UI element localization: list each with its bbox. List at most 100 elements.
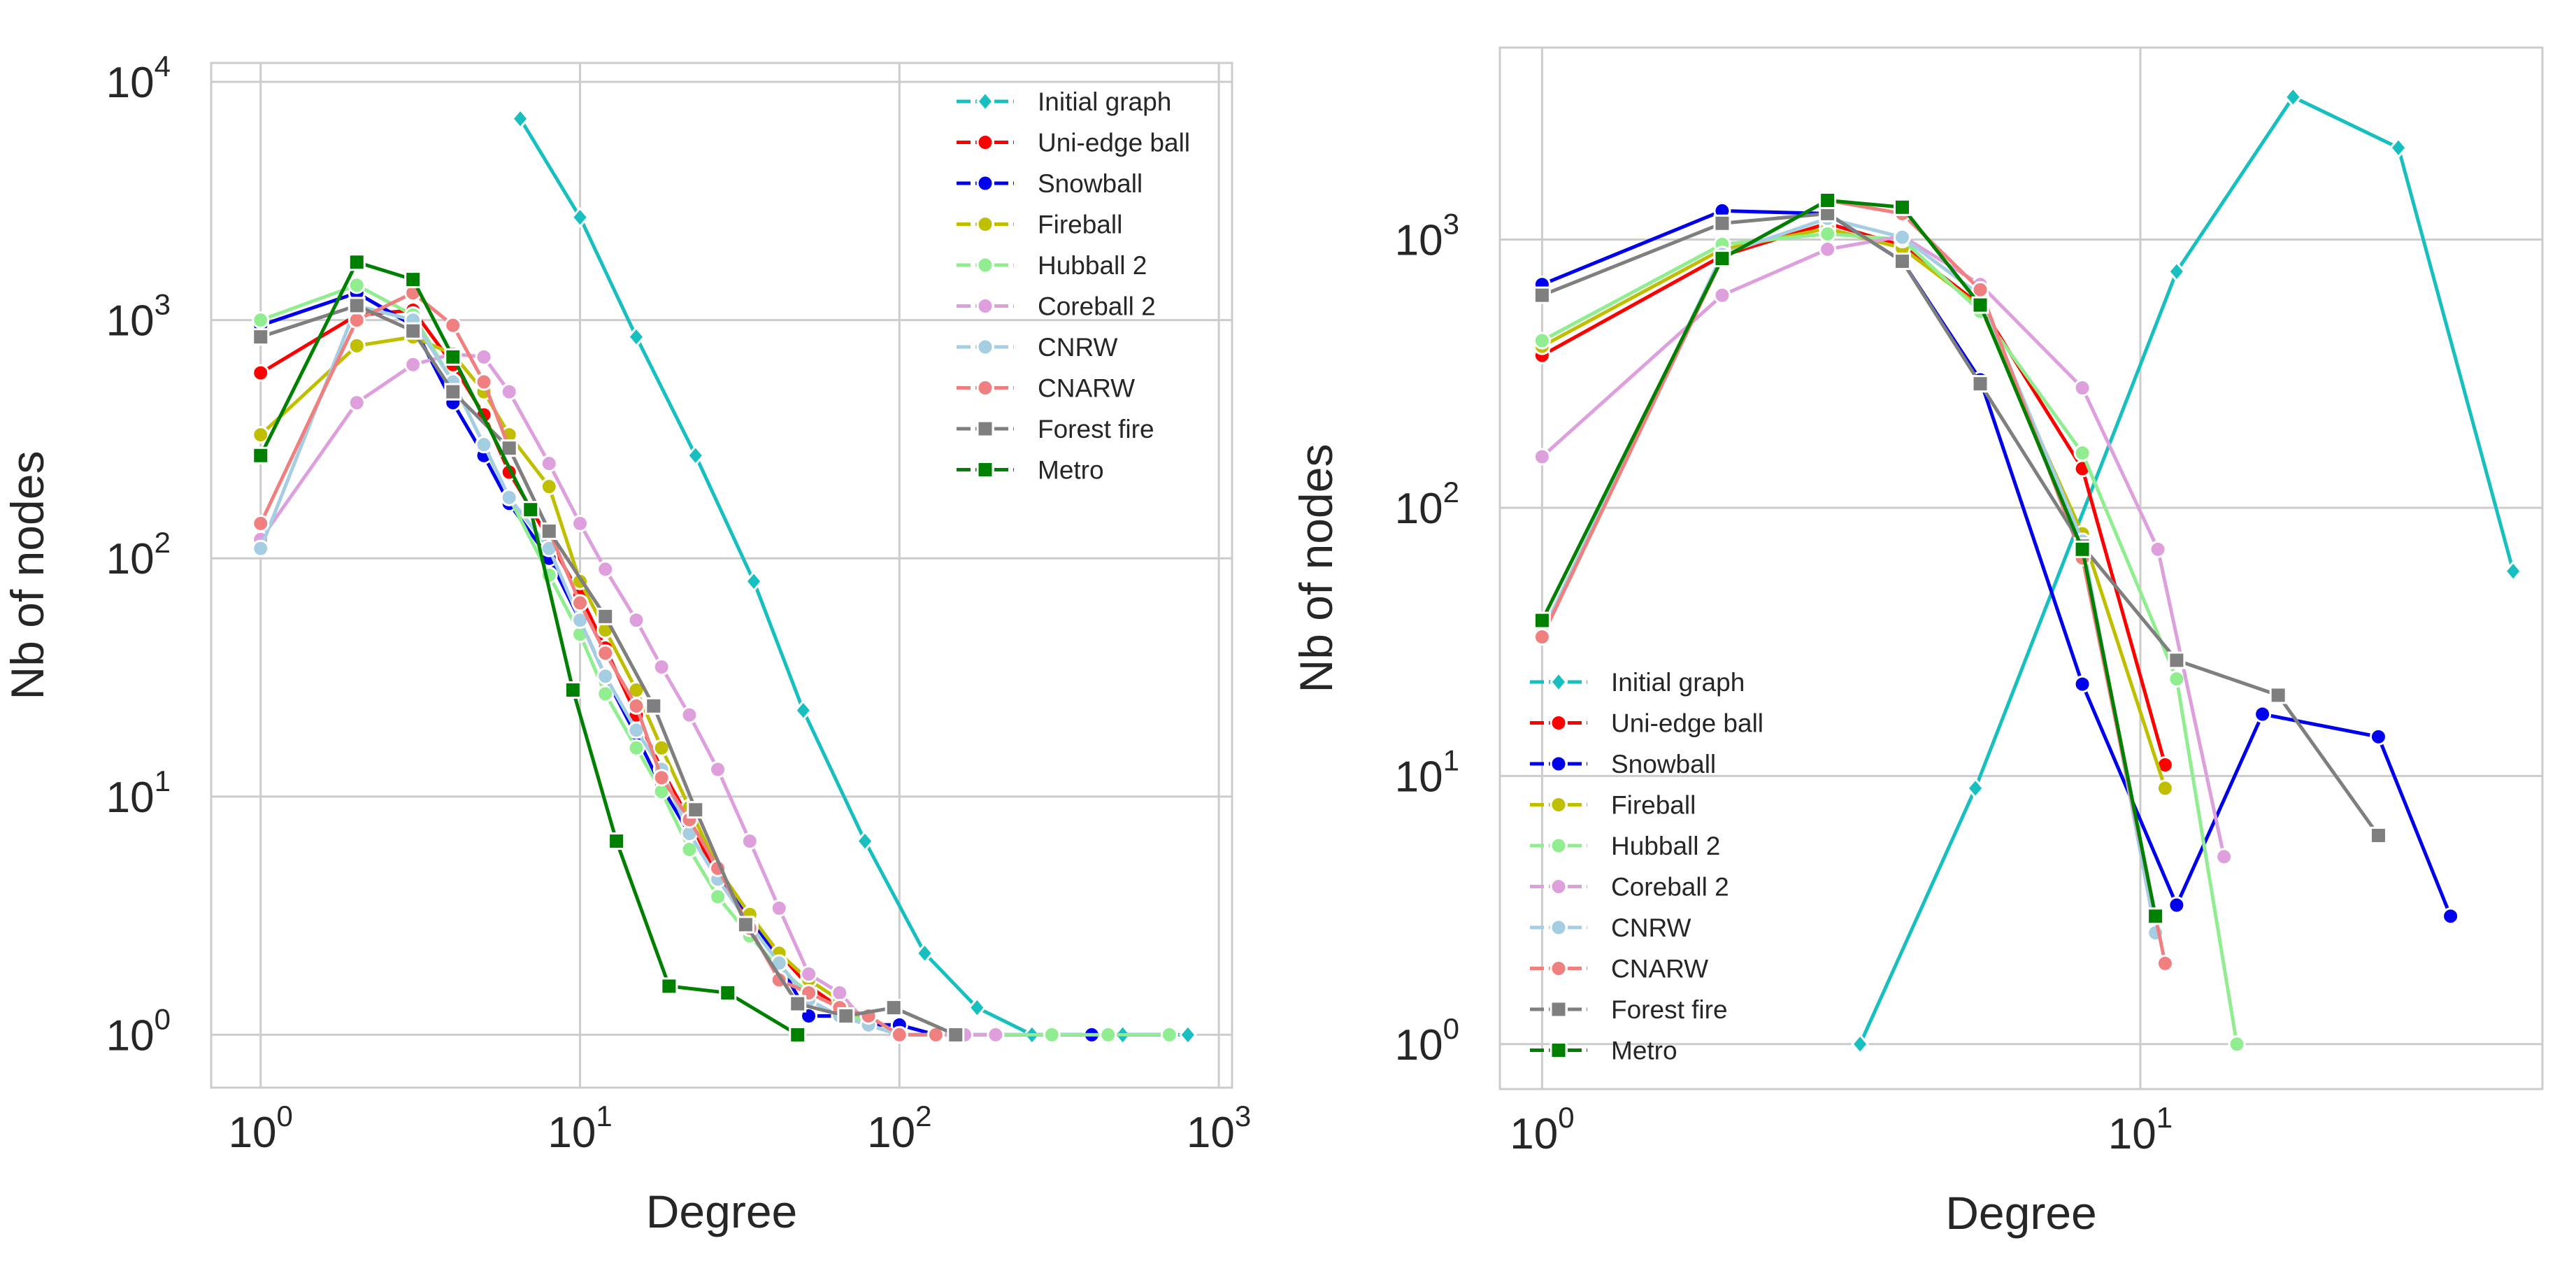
legend-item: Forest fire: [1530, 995, 1728, 1024]
data-point: [627, 697, 645, 715]
x-tick-label-exp: 1: [596, 1100, 612, 1132]
legend-item: CNRW: [1530, 913, 1691, 942]
legend-marker: [1550, 918, 1568, 937]
legend-label: Snowball: [1038, 169, 1143, 198]
data-point: [1893, 253, 1911, 271]
legend-marker: [976, 297, 994, 315]
data-point: [596, 685, 615, 703]
x-tick-label: 101: [548, 1100, 612, 1157]
series-line: [260, 291, 1170, 1037]
data-point: [2073, 540, 2091, 558]
data-point: [789, 995, 807, 1013]
series-line: [1541, 211, 2380, 837]
data-point: [1533, 628, 1551, 646]
data-point: [444, 383, 462, 401]
legend-label: CNRW: [1611, 913, 1691, 942]
data-point: [947, 1025, 965, 1044]
legend-marker: [1550, 878, 1568, 895]
x-tick-label-base: 10: [2108, 1110, 2156, 1158]
data-point: [1819, 192, 1837, 210]
y-tick-label: 102: [1395, 476, 1459, 533]
data-point: [564, 681, 582, 699]
data-point: [2167, 260, 2186, 283]
data-point: [596, 667, 615, 685]
y-tick-label-exp: 4: [155, 50, 171, 83]
data-point: [444, 348, 462, 366]
legend-item: Initial graph: [1530, 668, 1745, 697]
data-point: [745, 570, 764, 592]
y-tick-label-base: 10: [1395, 485, 1443, 533]
legend-item: Uni-edge ball: [957, 129, 1190, 157]
legend-label: Coreball 2: [1611, 873, 1729, 902]
plot-area: [252, 108, 1197, 1046]
x-tick-label-exp: 2: [915, 1100, 931, 1132]
x-tick-label-exp: 3: [1235, 1100, 1251, 1132]
y-tick-label: 101: [106, 765, 171, 822]
legend-marker: [1550, 755, 1568, 773]
data-point: [890, 1025, 908, 1044]
x-tick-label: 100: [1510, 1101, 1574, 1158]
x-tick-label-base: 10: [1510, 1110, 1558, 1158]
data-point: [1971, 280, 1989, 299]
legend-marker: [976, 256, 994, 274]
series-metro: [1533, 192, 2165, 925]
x-tick-label: 103: [1187, 1100, 1251, 1157]
data-point: [686, 444, 705, 467]
legend-label: Forest fire: [1611, 995, 1728, 1024]
gridlines: [211, 63, 1232, 1088]
legend-item: Initial graph: [957, 87, 1171, 116]
x-tick-label: 100: [229, 1100, 293, 1157]
x-axis-title: Degree: [646, 1186, 797, 1237]
data-point: [1851, 1033, 1870, 1055]
legend-label: CNARW: [1611, 955, 1708, 983]
legend-label: Coreball 2: [1038, 292, 1156, 321]
y-tick-label-exp: 0: [155, 1002, 171, 1035]
legend-item: Metro: [957, 456, 1104, 485]
data-point: [2147, 907, 2165, 925]
data-point: [252, 328, 270, 346]
legend-label: Hubball 2: [1611, 832, 1720, 860]
legend-label: Uni-edge ball: [1611, 709, 1763, 738]
series-line: [259, 304, 936, 1037]
legend: Initial graph Uni-edge ball Snowball Fireba…: [1530, 668, 1763, 1065]
data-point: [540, 455, 558, 473]
series-line: [259, 260, 799, 1037]
legend-marker: [976, 338, 994, 356]
data-point: [1819, 240, 1837, 258]
legend-marker: [1550, 714, 1568, 732]
series-line: [259, 283, 1170, 1037]
data-point: [348, 311, 366, 329]
x-tick-label-exp: 1: [2156, 1101, 2173, 1134]
legend-item: Snowball: [957, 169, 1143, 198]
data-point: [652, 658, 671, 676]
y-tick-label: 103: [106, 288, 171, 346]
data-point: [968, 997, 987, 1018]
data-point: [885, 999, 903, 1017]
x-tick-label-base: 10: [867, 1109, 915, 1157]
y-tick-label: 102: [106, 526, 171, 583]
data-point: [2369, 727, 2387, 746]
legend-item: Hubball 2: [1530, 832, 1720, 860]
data-point: [2168, 670, 2186, 688]
data-point: [252, 311, 270, 329]
data-point: [660, 977, 678, 995]
legend-label: Hubball 2: [1038, 251, 1147, 280]
data-point: [596, 607, 615, 625]
legend-marker: [976, 215, 994, 233]
x-tick-label-base: 10: [548, 1109, 596, 1157]
data-point: [252, 539, 270, 557]
data-point: [404, 322, 422, 340]
y-tick-label-exp: 1: [1443, 744, 1459, 776]
series-line: [1540, 216, 2158, 934]
legend-label: Forest fire: [1038, 415, 1154, 443]
legend-label: Uni-edge ball: [1038, 129, 1190, 157]
legend-item: Fireball: [957, 211, 1122, 239]
data-point: [1533, 286, 1551, 304]
y-tick-label-exp: 0: [1443, 1012, 1459, 1045]
y-axis-title: Nb of nodes: [1290, 444, 1342, 693]
data-point: [2168, 651, 2186, 669]
y-tick-label-base: 10: [106, 297, 155, 346]
series-line: [1858, 95, 2515, 1045]
